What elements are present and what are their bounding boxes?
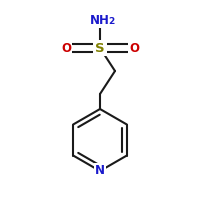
Text: N: N [95, 164, 105, 178]
Text: O: O [129, 42, 139, 54]
Text: NH: NH [90, 14, 110, 26]
Text: S: S [95, 42, 105, 54]
Text: 2: 2 [108, 18, 114, 26]
Text: O: O [61, 42, 71, 54]
